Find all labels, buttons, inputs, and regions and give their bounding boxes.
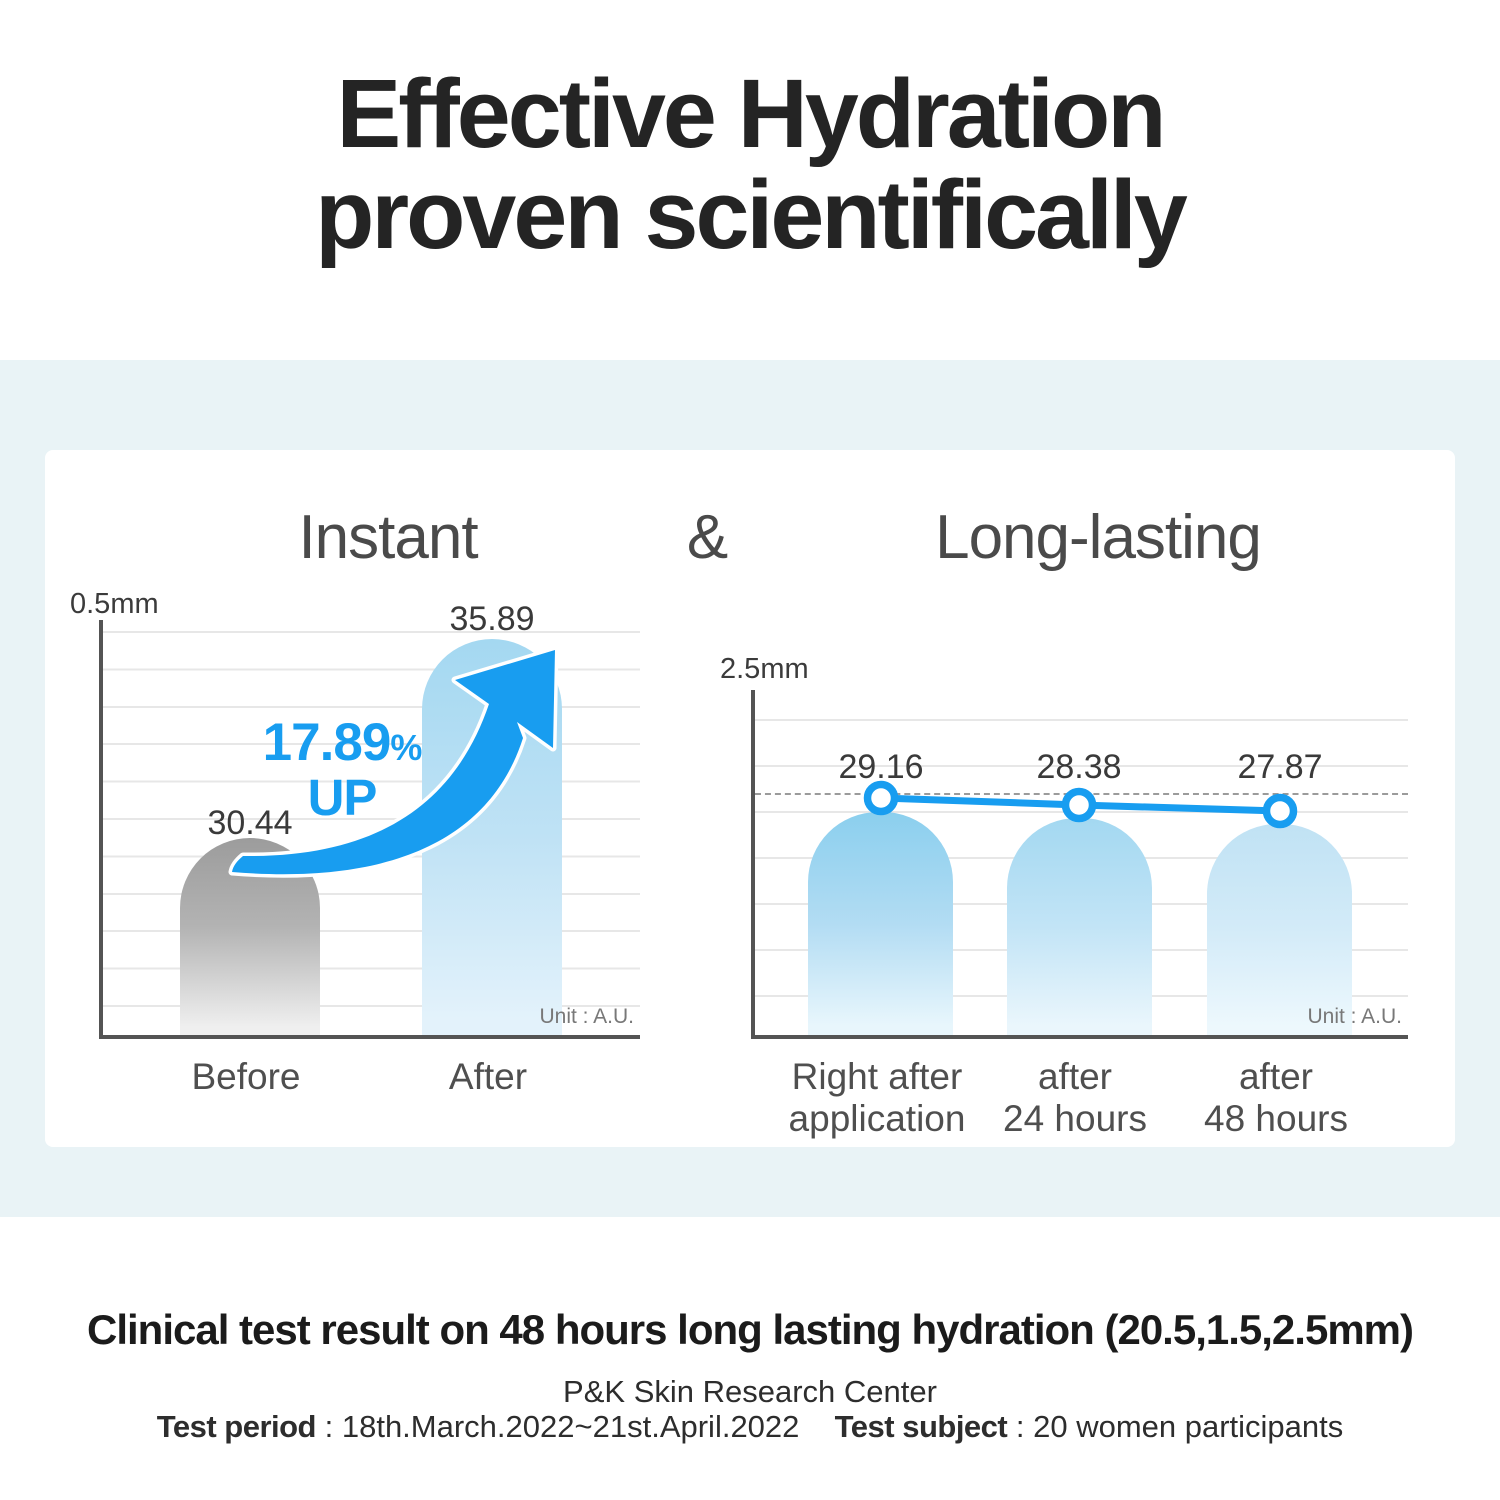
category-label-right-after-application: Right after application [767,1056,987,1140]
page-title: Effective Hydration proven scientificall… [0,59,1500,269]
clinical-test-caption: Clinical test result on 48 hours long la… [87,1306,1414,1353]
test-period-value: : 18th.March.2022~21st.April.2022 [324,1409,800,1444]
charts-card: Instant & Long-lasting 0.5mm 2.5mm 30.44… [45,450,1455,1147]
increase-up-label: UP [307,769,378,826]
category-r2-line2: 24 hours [1003,1098,1147,1140]
research-center-label: P&K Skin Research Center [563,1374,937,1409]
category-r1-line1: Right after [791,1056,963,1097]
test-meta-line: Test period : 18th.March.2022~21st.April… [0,1409,1500,1445]
marker-point-1 [863,780,899,816]
category-r3-line2: 48 hours [1204,1098,1348,1140]
instant-unit-label: Unit : A.U. [539,1005,634,1028]
percent-sign: % [390,727,422,768]
test-subject-value: : 20 women participants [1015,1409,1344,1444]
value-label-before: 30.44 [207,804,293,842]
marker-point-3 [1262,793,1298,829]
category-r1-line2: application [788,1098,966,1140]
bar-after-24-hours [1007,818,1152,1035]
category-label-after-48-hours: after 48 hours [1166,1056,1386,1140]
category-r2-line1: after [1037,1056,1113,1097]
value-label-48h: 27.87 [1237,748,1323,786]
marker-point-2 [1061,787,1097,823]
ampersand-text: & [686,503,728,572]
bar-after-48-hours [1207,824,1352,1035]
test-subject-label: Test subject [834,1409,1008,1444]
test-period-label: Test period [156,1409,317,1444]
chart-title-long-lasting: Long-lasting [935,503,1262,572]
increase-percentage-label: 17.89% [222,716,462,769]
category-r3-line1: after [1238,1056,1314,1097]
right-y-axis-label: 2.5mm [720,653,809,685]
bar-right-after-application [808,812,953,1035]
trend-line-with-markers [863,780,1298,829]
category-label-after-24-hours: after 24 hours [965,1056,1185,1140]
long-lasting-chart-plot: 29.16 28.38 27.87 Unit : A.U. [751,690,1408,1039]
long-lasting-unit-label: Unit : A.U. [1307,1005,1402,1028]
page-title-line1: Effective Hydration [336,59,1167,168]
value-label-right-after: 29.16 [838,748,924,786]
value-label-after: 35.89 [449,600,535,638]
increase-value: 17.89 [262,713,392,772]
category-label-after: After [448,1056,528,1097]
page-title-line2: proven scientifically [315,159,1188,269]
left-y-axis-label: 0.5mm [70,588,159,620]
value-label-24h: 28.38 [1036,748,1122,786]
category-label-before: Before [191,1056,301,1097]
increase-arrow-icon [228,646,559,878]
instant-chart-plot: 30.44 35.89 17.89% UP Unit : A.U. [99,600,640,1039]
chart-title-instant: Instant [298,503,478,572]
